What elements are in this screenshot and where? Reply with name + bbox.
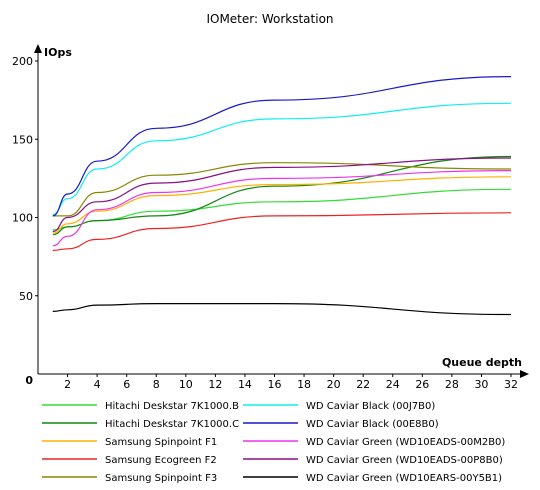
x-tick-label: 24 [386, 378, 400, 391]
x-axis-label: Queue depth [442, 356, 522, 369]
y-axis-label: IOps [44, 46, 72, 59]
legend-label: WD Caviar Green (WD10EARS-00Y5B1) [306, 473, 502, 484]
series-line-8 [52, 170, 512, 247]
x-tick-label: 14 [238, 378, 252, 391]
legend-label: Hitachi Deskstar 7K1000.C [105, 419, 239, 430]
legend-label: WD Caviar Black (00J7B0) [306, 401, 435, 412]
x-tick-label: 18 [297, 378, 311, 391]
chart-title: IOMeter: Workstation [206, 12, 333, 26]
series-line-3 [52, 176, 512, 234]
x-tick-label: 12 [208, 378, 222, 391]
x-tick-label: 20 [327, 378, 341, 391]
legend-label: Samsung Ecogreen F2 [105, 455, 217, 466]
legend-label: WD Caviar Green (WD10EADS-00P8B0) [306, 455, 503, 466]
legend-label: Samsung Spinpoint F1 [105, 437, 217, 448]
x-tick-label: 10 [179, 378, 193, 391]
x-tick-label: 2 [64, 378, 71, 391]
y-tick-label: 50 [19, 290, 33, 303]
series-line-4 [52, 212, 512, 251]
legend-label: WD Caviar Black (00E8B0) [306, 419, 439, 430]
series-line-5 [52, 162, 512, 217]
x-tick-label: 22 [356, 378, 370, 391]
legend-label: WD Caviar Green (WD10EADS-00M2B0) [306, 437, 505, 448]
x-tick-label: 32 [504, 378, 518, 391]
legend-label: Hitachi Deskstar 7K1000.B [105, 401, 239, 412]
x-tick-label: 4 [94, 378, 101, 391]
series-line-6 [52, 102, 512, 215]
x-tick-label: 16 [268, 378, 282, 391]
series-line-2 [52, 155, 512, 236]
y-tick-label: 150 [12, 133, 33, 146]
origin-label: 0 [25, 374, 33, 387]
x-tick-label: 8 [153, 378, 160, 391]
y-tick-label: 100 [12, 212, 33, 225]
x-tick-label: 26 [415, 378, 429, 391]
y-axis-arrow [34, 44, 42, 53]
series-line-7 [52, 76, 512, 217]
x-tick-label: 6 [123, 378, 130, 391]
x-tick-label: 30 [474, 378, 488, 391]
legend-label: Samsung Spinpoint F3 [105, 473, 217, 484]
series-line-10 [52, 302, 512, 316]
x-axis-arrow [520, 370, 529, 378]
y-tick-label: 200 [12, 55, 33, 68]
series-line-9 [52, 157, 512, 233]
x-tick-label: 28 [445, 378, 459, 391]
